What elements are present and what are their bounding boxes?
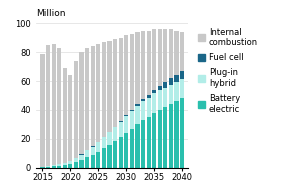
- Bar: [130, 110, 134, 111]
- Bar: [85, 157, 89, 168]
- Bar: [163, 29, 167, 82]
- Bar: [80, 154, 84, 155]
- Bar: [107, 145, 112, 168]
- Bar: [102, 137, 106, 148]
- Bar: [80, 160, 84, 168]
- Bar: [113, 127, 117, 141]
- Bar: [68, 161, 72, 164]
- Bar: [124, 116, 128, 133]
- Bar: [52, 165, 56, 166]
- Bar: [63, 163, 67, 165]
- Bar: [113, 141, 117, 168]
- Bar: [119, 121, 123, 122]
- Bar: [158, 86, 162, 90]
- Bar: [124, 35, 128, 115]
- Bar: [141, 99, 145, 101]
- Bar: [96, 142, 100, 152]
- Bar: [107, 132, 112, 145]
- Bar: [80, 52, 84, 154]
- Bar: [124, 133, 128, 168]
- Bar: [135, 104, 139, 106]
- Bar: [152, 93, 156, 113]
- Bar: [141, 31, 145, 99]
- Bar: [158, 90, 162, 110]
- Bar: [74, 162, 78, 168]
- Bar: [135, 106, 139, 124]
- Bar: [91, 155, 95, 168]
- Bar: [174, 75, 179, 82]
- Bar: [174, 31, 179, 75]
- Bar: [147, 117, 151, 168]
- Bar: [158, 29, 162, 86]
- Bar: [107, 41, 112, 132]
- Bar: [91, 46, 95, 146]
- Bar: [158, 110, 162, 168]
- Bar: [74, 61, 78, 158]
- Bar: [163, 82, 167, 88]
- Bar: [63, 68, 67, 162]
- Bar: [174, 101, 179, 168]
- Bar: [135, 32, 139, 104]
- Bar: [57, 164, 61, 166]
- Bar: [119, 137, 123, 168]
- Bar: [74, 158, 78, 162]
- Legend: Internal
combustion, Fuel cell, Plug-in
hybrid, Battery
electric: Internal combustion, Fuel cell, Plug-in …: [198, 27, 258, 113]
- Bar: [130, 34, 134, 110]
- Bar: [163, 88, 167, 107]
- Bar: [40, 54, 45, 167]
- Bar: [169, 29, 173, 78]
- Bar: [96, 152, 100, 168]
- Bar: [85, 150, 89, 157]
- Bar: [91, 146, 95, 147]
- Bar: [169, 104, 173, 168]
- Bar: [130, 111, 134, 129]
- Bar: [102, 42, 106, 137]
- Bar: [57, 166, 61, 168]
- Bar: [124, 115, 128, 116]
- Bar: [135, 124, 139, 168]
- Bar: [163, 107, 167, 168]
- Bar: [119, 122, 123, 137]
- Bar: [141, 120, 145, 168]
- Bar: [113, 39, 117, 127]
- Bar: [96, 44, 100, 142]
- Bar: [119, 38, 123, 121]
- Bar: [85, 48, 89, 150]
- Bar: [180, 71, 184, 79]
- Bar: [141, 101, 145, 120]
- Bar: [63, 165, 67, 168]
- Bar: [57, 48, 61, 164]
- Text: Million: Million: [36, 9, 65, 18]
- Bar: [40, 167, 45, 168]
- Bar: [68, 75, 72, 161]
- Bar: [46, 45, 50, 166]
- Bar: [91, 147, 95, 155]
- Bar: [180, 79, 184, 98]
- Bar: [46, 166, 50, 167]
- Bar: [147, 98, 151, 117]
- Bar: [68, 164, 72, 168]
- Bar: [46, 167, 50, 168]
- Bar: [174, 82, 179, 101]
- Bar: [52, 166, 56, 168]
- Bar: [180, 32, 184, 71]
- Bar: [180, 98, 184, 168]
- Bar: [152, 90, 156, 93]
- Bar: [152, 29, 156, 90]
- Bar: [147, 95, 151, 98]
- Bar: [80, 155, 84, 160]
- Bar: [130, 129, 134, 168]
- Bar: [152, 113, 156, 168]
- Bar: [147, 31, 151, 95]
- Bar: [52, 44, 56, 165]
- Bar: [169, 78, 173, 85]
- Bar: [102, 148, 106, 168]
- Bar: [169, 85, 173, 104]
